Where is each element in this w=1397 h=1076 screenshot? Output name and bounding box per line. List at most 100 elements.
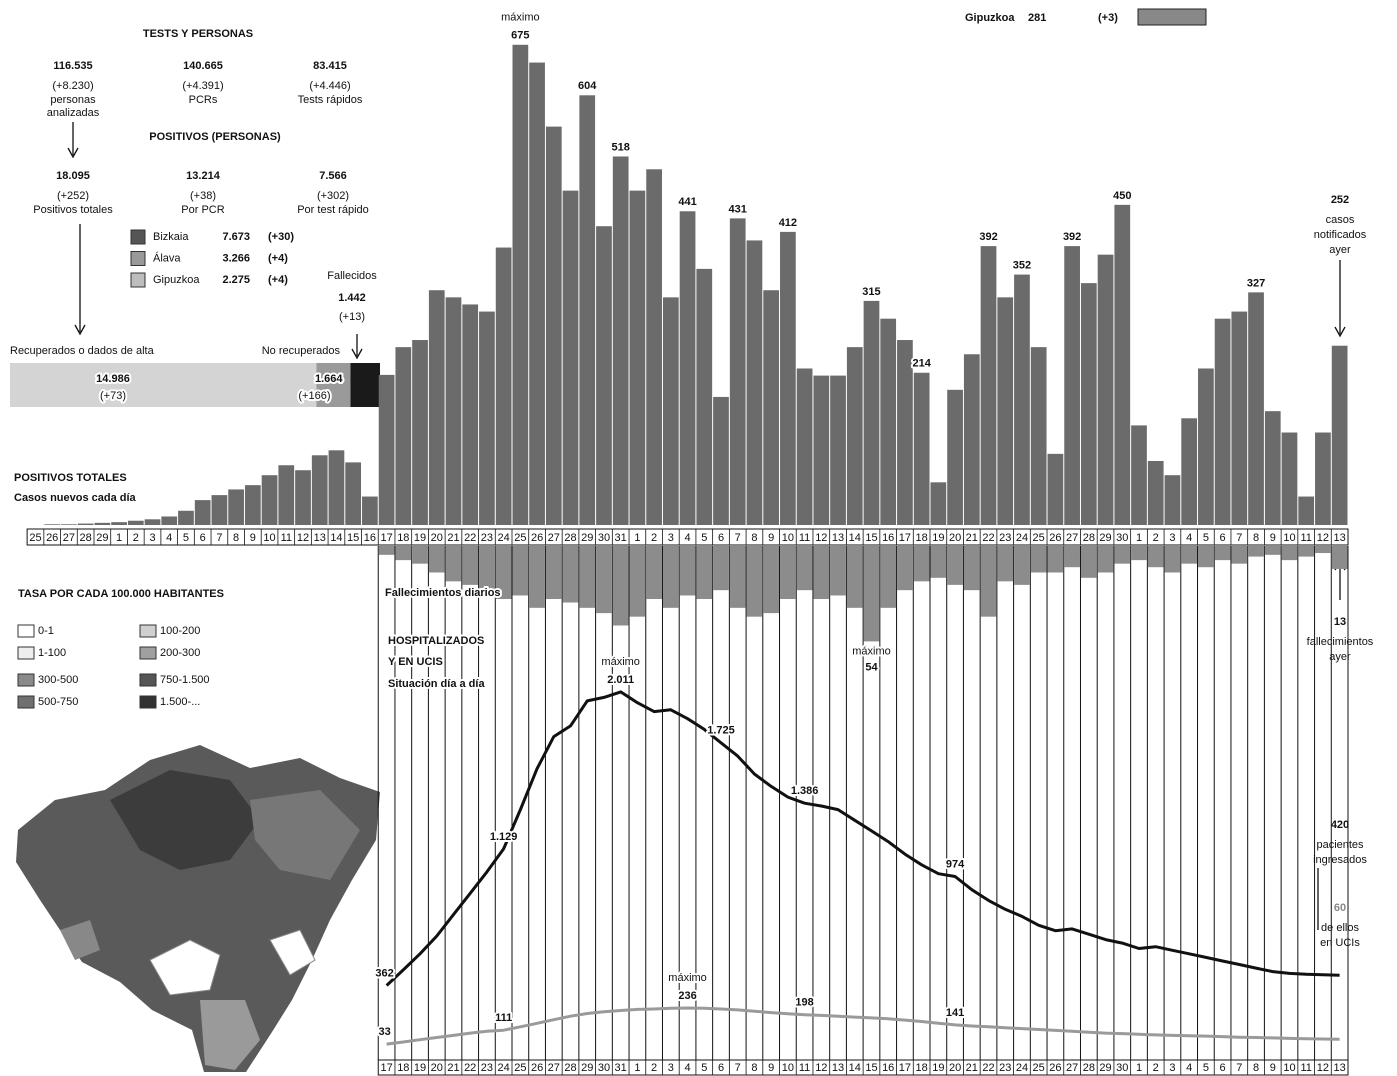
bar — [77, 523, 94, 525]
bar — [1030, 546, 1047, 573]
arrow-head — [67, 147, 79, 159]
x-tick-label: 25 — [514, 1062, 526, 1074]
legend-label: 100-200 — [160, 625, 200, 637]
bar — [679, 546, 696, 596]
bar — [830, 546, 846, 596]
x-tick-label: 14 — [849, 1062, 861, 1074]
callout-text: casos — [1326, 214, 1355, 226]
x-tick-label: 16 — [882, 1062, 894, 1074]
bar — [1097, 546, 1114, 573]
x-tick-label: 13 — [314, 532, 326, 544]
x-tick-label: 17 — [380, 1062, 392, 1074]
legend-value: 281 — [1028, 12, 1046, 24]
panel-title: POSITIVOS (PERSONAS) — [149, 131, 281, 143]
outcome-bar — [350, 363, 380, 407]
stat-label: Por test rápido — [297, 204, 369, 216]
legend-swatch — [139, 673, 157, 687]
x-tick-label: 3 — [1169, 1062, 1175, 1074]
bar — [830, 375, 846, 525]
bar — [1047, 453, 1064, 525]
legend-label: 500-750 — [38, 696, 78, 708]
bar — [211, 495, 228, 525]
bar — [796, 546, 813, 591]
x-tick-label: 25 — [1033, 532, 1045, 544]
bar — [1080, 283, 1097, 525]
x-tick-label: 3 — [149, 532, 155, 544]
value-label: 327 — [1247, 277, 1265, 289]
x-tick-label: 15 — [865, 1062, 877, 1074]
bar — [161, 516, 178, 525]
x-tick-label: 13 — [1334, 1062, 1346, 1074]
x-tick-label: 11 — [1300, 532, 1311, 544]
map-region — [110, 770, 260, 870]
change: (+302) — [317, 190, 349, 202]
bar — [512, 44, 529, 526]
chart-title: Fallecimientos diarios — [385, 587, 501, 599]
map-region — [60, 920, 100, 960]
value-label: 518 — [612, 141, 630, 153]
bar — [646, 546, 662, 599]
bar — [1080, 546, 1097, 578]
bar — [913, 372, 930, 525]
bar — [311, 455, 328, 525]
value-label: 431 — [729, 203, 747, 215]
bar — [428, 546, 445, 573]
outcome-label: Fallecidos — [327, 270, 377, 282]
legend-change: (+3) — [1098, 12, 1118, 24]
bar — [1298, 496, 1315, 525]
bar — [412, 340, 428, 525]
map-region — [269, 929, 316, 976]
chart-subtitle: Casos nuevos cada día — [14, 492, 137, 504]
bar — [362, 496, 378, 525]
bar — [729, 218, 746, 526]
x-tick-label: 9 — [1270, 1062, 1276, 1074]
annotation: máximo — [501, 12, 540, 24]
outcome-value: 14.986 — [96, 373, 130, 385]
legend-label: 200-300 — [160, 647, 200, 659]
bar — [61, 524, 77, 525]
bar — [1181, 546, 1198, 564]
panel-title: TESTS Y PERSONAS — [143, 28, 253, 40]
bar — [562, 546, 579, 603]
x-tick-label: 4 — [684, 1062, 690, 1074]
x-tick-label: 19 — [932, 1062, 944, 1074]
x-tick-label: 27 — [548, 1062, 560, 1074]
legend-label: 1.500-... — [160, 696, 200, 708]
bar — [1315, 546, 1331, 554]
x-tick-label: 5 — [1203, 1062, 1209, 1074]
callout-text: de ellos — [1321, 922, 1359, 934]
x-tick-label: 5 — [183, 532, 189, 544]
outcome-label: Recuperados o dados de alta — [10, 345, 155, 357]
x-tick-label: 19 — [932, 532, 944, 544]
x-tick-label: 17 — [380, 532, 392, 544]
stat-label: Tests rápidos — [298, 94, 363, 106]
x-tick-label: 12 — [815, 532, 827, 544]
value-label: 1.386 — [791, 785, 819, 797]
bar — [679, 211, 696, 525]
x-tick-label: 30 — [1116, 532, 1128, 544]
x-tick-label: 11 — [1300, 1062, 1311, 1074]
x-tick-label: 28 — [1083, 532, 1095, 544]
value-label: 1.725 — [707, 725, 735, 737]
legend-swatch — [139, 695, 157, 709]
bar — [579, 546, 596, 608]
x-tick-label: 21 — [447, 532, 459, 544]
bar — [328, 450, 345, 525]
x-tick-label: 22 — [464, 1062, 476, 1074]
bar — [562, 190, 579, 525]
callout-text: pacientes — [1316, 839, 1364, 851]
bar — [395, 546, 412, 561]
bar — [1281, 432, 1298, 525]
x-tick-label: 1 — [1136, 532, 1142, 544]
outcome-value: 1.664 — [315, 373, 343, 385]
bar — [1030, 347, 1047, 525]
x-tick-label: 7 — [1236, 532, 1242, 544]
map-region — [200, 1000, 260, 1070]
bar — [495, 247, 512, 526]
x-tick-label: 5 — [1203, 532, 1209, 544]
bar — [1198, 546, 1214, 568]
bar — [612, 156, 629, 526]
bar — [261, 475, 278, 525]
bar — [947, 546, 963, 585]
value-label: 1.129 — [490, 831, 518, 843]
